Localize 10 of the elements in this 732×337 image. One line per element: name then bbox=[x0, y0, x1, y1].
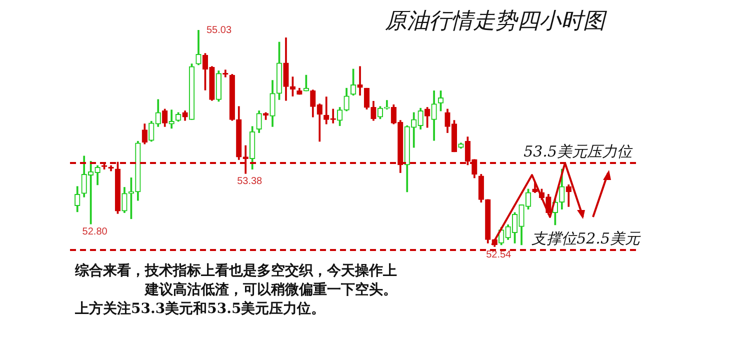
ref-line-label: 53.5美元压力位 bbox=[524, 142, 633, 160]
text: 55.03 bbox=[206, 24, 232, 36]
text: 综合来看，技术指标上看也是多空交织，今天操作上 bbox=[75, 262, 397, 281]
text: 52.80 bbox=[82, 226, 108, 238]
text: 建议高沽低渣，可以稍微偏重一下空头。 bbox=[145, 281, 397, 300]
text: 52.54 bbox=[486, 249, 512, 260]
chart-title: 原油行情走势四小时图 bbox=[385, 8, 605, 36]
text: 上方关注53.3美元和53.5美元压力位。 bbox=[75, 300, 326, 319]
ref-line-label: 支撑位52.5美元 bbox=[532, 229, 641, 248]
text: 53.38 bbox=[237, 176, 262, 188]
